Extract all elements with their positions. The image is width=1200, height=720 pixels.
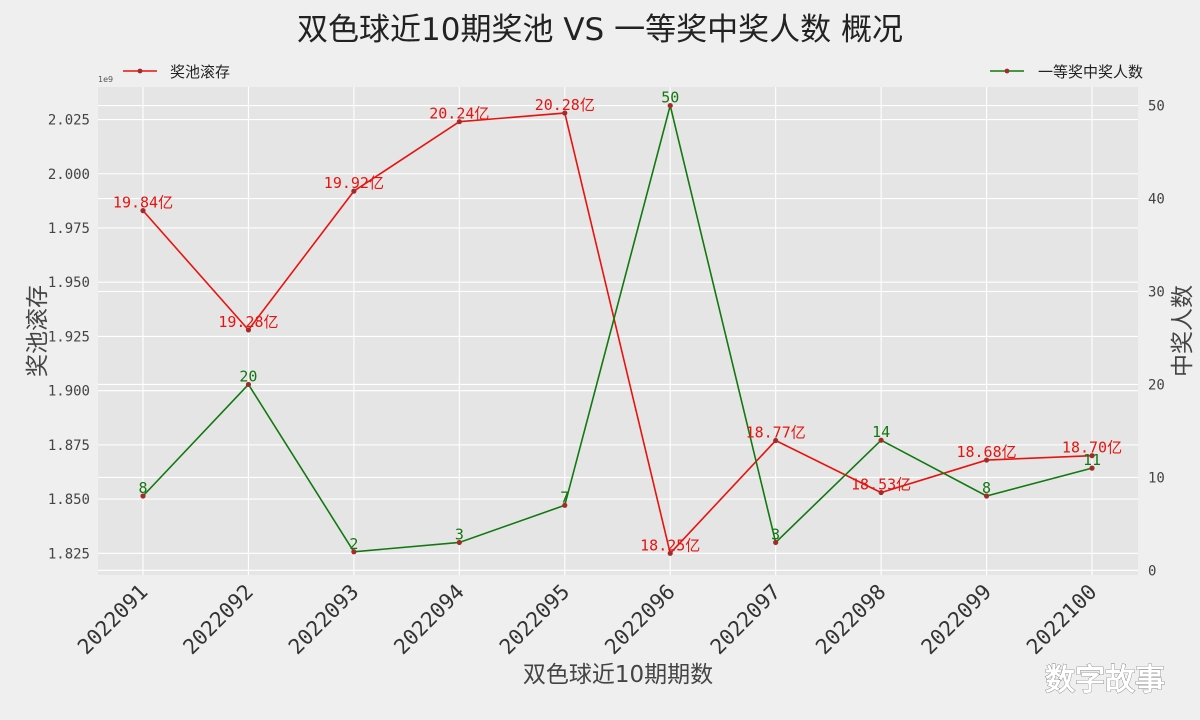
watermark: 数字故事 [1045,663,1165,698]
winners-point [667,102,673,109]
data-labels: 19.84亿 19.28亿 19.92亿 20.24亿 20.28亿 18.25亿 18.7… [113,89,1122,555]
winners-point [245,381,252,388]
pool-point [983,457,990,463]
legend-winners: 一等奖中奖人数 [990,63,1143,81]
x-axis-label: 双色球近10期期数 [523,662,713,688]
winners-data-label: 14 [872,423,890,441]
winners-point [140,493,146,499]
pool-point [245,327,252,333]
pool-data-label: 18.68亿 [956,443,1016,461]
pool-data-label: 19.92亿 [324,174,384,192]
winners-data-label: 7 [560,488,569,506]
winners-data-label: 8 [982,479,991,497]
x-tick-label: 2022100 [1022,580,1102,660]
winners-data-label: 8 [138,479,147,497]
y-left-tick-label: 2.000 [48,167,90,183]
y-right-tick-label: 20 [1148,377,1165,393]
winners-data-label: 2 [349,535,358,553]
pool-data-label: 20.24亿 [429,105,489,123]
winners-point [1089,465,1095,471]
y-left-tick-label: 1.850 [48,492,90,508]
y-left-tick-label: 1.875 [48,438,90,454]
pool-point [667,550,673,556]
left-axis-label: 奖池滚存 [25,285,51,377]
pool-point [878,489,884,496]
winners-point [562,502,568,508]
legend-pool: 奖池滚存 [123,63,230,81]
series-lines [140,102,1095,556]
y-left-tick-label: 2.025 [48,113,90,129]
y-left-tick-label: 1.950 [48,275,90,291]
legend-label-pool: 奖池滚存 [170,63,230,81]
pool-point [140,208,146,214]
x-tick-label: 2022092 [178,580,258,660]
winners-data-label: 3 [455,525,464,543]
y-right-tick-label: 0 [1148,563,1156,579]
y-right-tick-label: 10 [1148,470,1165,486]
y-left-tick-label: 1.900 [48,384,90,400]
x-tick-label: 2022095 [495,580,575,660]
pool-data-label: 19.84亿 [113,194,173,212]
x-tick-label: 2022097 [706,580,786,660]
y-right-tick-label: 40 [1148,192,1165,208]
right-axis-label: 中奖人数 [1170,285,1196,377]
y-right-tick-label: 30 [1148,284,1165,300]
y-left-tick-label: 1.975 [48,221,90,237]
y-left-tick-label: 1.825 [48,546,90,562]
winners-point [456,539,462,546]
pool-point [456,119,462,125]
winners-data-label: 20 [239,367,257,385]
winners-point [878,437,884,443]
winners-point [983,493,990,499]
winners-data-label: 50 [661,89,679,107]
pool-point [773,437,779,444]
x-tick-label: 2022099 [917,580,997,660]
series-line-winners [142,105,1093,553]
winners-point [773,539,779,546]
x-tick-label: 2022094 [389,580,469,660]
legend-label-winners: 一等奖中奖人数 [1038,63,1143,81]
series-line-pool [142,112,1093,555]
pool-data-label: 18.25亿 [640,536,700,554]
plot-area [98,87,1138,575]
winners-data-label: 11 [1083,451,1101,469]
winners-point [351,549,357,555]
x-tick-label: 2022091 [73,580,153,660]
pool-point [562,110,568,116]
pool-data-label: 18.77亿 [746,424,806,442]
pool-data-label: 18.70亿 [1062,439,1122,457]
x-tick-label: 2022096 [600,580,680,660]
pool-data-label: 18.53亿 [851,476,911,494]
pool-point [1089,453,1095,459]
left-axis-exponent: 1e9 [98,75,113,84]
chart-title: 双色球近10期奖池 VS 一等奖中奖人数 概况 [297,12,903,48]
winners-data-label: 3 [771,525,780,543]
y-left-tick-label: 1.925 [48,329,90,345]
x-tick-label: 2022098 [811,580,891,660]
x-tick-label: 2022093 [284,580,364,660]
y-right-tick-label: 50 [1148,99,1165,115]
pool-data-label: 20.28亿 [535,96,595,114]
pool-point [351,188,357,194]
pool-data-label: 19.28亿 [218,313,278,331]
